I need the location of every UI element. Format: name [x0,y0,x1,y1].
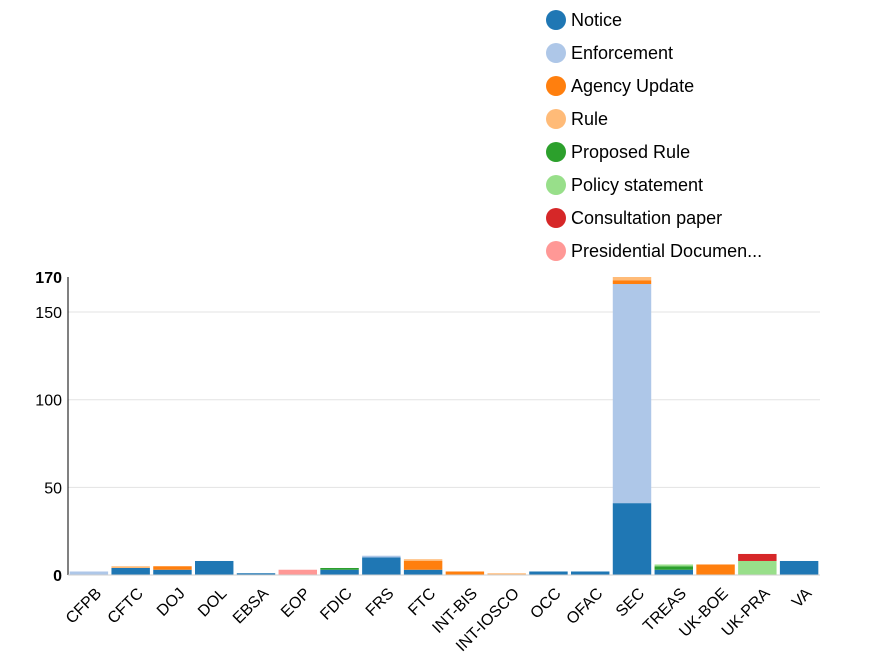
bar-treas-policy-statement[interactable] [654,564,693,567]
x-tick-label-cftc: CFTC [105,585,147,627]
legend-item-presidential-documen[interactable]: Presidential Documen... [546,238,762,264]
x-tick-label-ftc: FTC [405,585,439,619]
legend-label: Enforcement [571,42,674,63]
bar-va-notice[interactable] [779,560,819,575]
bar-dol-notice[interactable] [195,560,234,575]
x-tick-label-frs: FRS [363,585,398,620]
bar-treas-proposed-rule[interactable] [654,566,693,570]
x-axis-labels: CFPB CFTC DOJ DOL EBSA EOP FDIC FRS FTCINT-BISIN… [63,585,816,655]
legend-label: Notice [571,9,623,30]
bar-frs-notice[interactable] [362,557,401,575]
legend-item-consultation-paper[interactable]: Consultation paper [546,205,722,231]
bar-eop-presidential-documen[interactable] [278,569,317,575]
bar-treas-notice[interactable] [654,569,693,575]
legend-label: Consultation paper [571,207,723,228]
bar-cftc-notice[interactable] [111,567,150,575]
bar-ofac-notice[interactable] [571,571,610,575]
bar-doj-agency-update[interactable] [153,566,192,570]
bar-int-bis-agency-update[interactable] [445,571,485,575]
bar-sec-rule[interactable] [612,277,652,281]
bar-frs-enforcement[interactable] [362,555,401,558]
legend-item-enforcement[interactable]: Enforcement [546,40,673,66]
bar-cfpb-enforcement[interactable] [69,571,109,575]
axes [67,277,820,576]
y-max-label: 170 [35,270,62,287]
bar-fdic-notice[interactable] [320,569,359,575]
x-tick-label-ofac: OFAC [564,585,607,628]
x-tick-label-fdic: FDIC [317,585,355,623]
legend-label: Agency Update [571,75,695,96]
legend-swatch [546,241,566,261]
x-tick-label-dol: DOL [195,585,230,620]
bar-uk-boe-agency-update[interactable] [696,564,735,575]
bar-int-iosco-rule[interactable] [487,573,526,575]
bar-ftc-rule[interactable] [403,559,443,561]
legend-label: Policy statement [571,174,704,195]
gridlines [68,311,820,488]
y-tick-label: 100 [35,393,62,410]
y-axis-labels: 0 50 100 150 170 [35,270,62,585]
legend-swatch [546,43,566,63]
bar-sec-notice[interactable] [612,503,652,575]
legend-label: Presidential Documen... [571,240,763,261]
bar-fdic-proposed-rule[interactable] [320,567,359,570]
bar-ftc-agency-update[interactable] [403,560,443,570]
legend-item-proposed-rule[interactable]: Proposed Rule [546,139,690,165]
bar-uk-pra-consultation-paper[interactable] [738,553,777,561]
legend-swatch [546,76,566,96]
legend-swatch [546,10,566,30]
bar-sec-agency-update[interactable] [612,280,652,285]
bar-doj-notice[interactable] [153,569,192,575]
x-tick-label-eop: EOP [278,585,314,621]
x-tick-label-occ: OCC [527,585,564,622]
bar-occ-notice[interactable] [529,571,568,575]
x-tick-label-sec: SEC [613,585,648,620]
legend-item-policy-statement[interactable]: Policy statement [546,172,703,198]
legend-swatch [546,208,566,228]
y-tick-label: 50 [44,480,62,497]
y-tick-label: 0 [53,568,62,585]
legend-label: Rule [571,108,609,129]
legend-label: Proposed Rule [571,141,691,162]
bar-sec-enforcement[interactable] [612,284,652,504]
legend-item-rule[interactable]: Rule [546,106,608,132]
bar-ftc-notice[interactable] [403,569,443,575]
y-tick-label: 150 [35,305,62,322]
legend-swatch [546,142,566,162]
legend-swatch [546,175,566,195]
x-tick-label-va: VA [789,585,816,612]
legend-item-notice[interactable]: Notice [546,7,622,33]
bar-cftc-rule[interactable] [111,566,150,568]
legend-item-agency-update[interactable]: Agency Update [546,73,694,99]
bars [69,277,819,575]
x-tick-label-doj: DOJ [154,585,189,620]
bar-uk-pra-policy-statement[interactable] [738,560,777,575]
bar-ebsa-notice[interactable] [236,573,276,575]
x-tick-label-ebsa: EBSA [230,585,272,627]
legend-swatch [546,109,566,129]
x-tick-label-cfpb: CFPB [63,585,105,627]
